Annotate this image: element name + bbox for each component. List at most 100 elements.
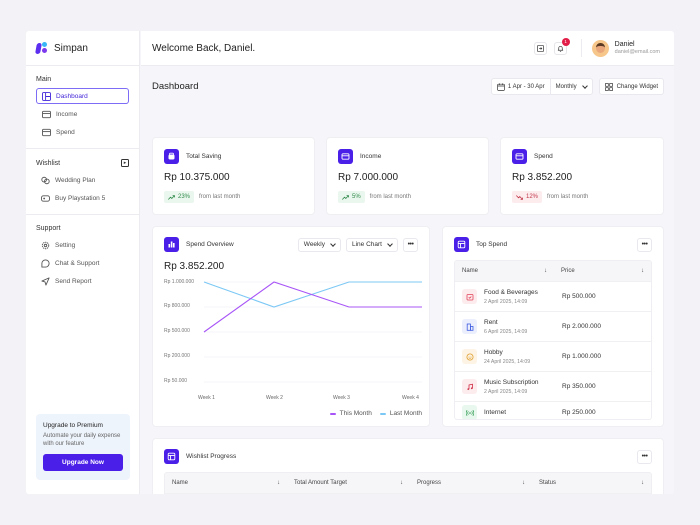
table-row[interactable]: Internet Rp 250.000 (455, 401, 651, 419)
rings-icon (41, 176, 50, 185)
user-info[interactable]: Daniel daniel@email.com (615, 41, 660, 55)
dashboard-toolbar: Dashboard 1 Apr - 30 Apr Monthly Change … (152, 78, 664, 95)
table-row[interactable]: Music Subscription 2 April 2025, 14:09 Rp… (455, 371, 651, 401)
y-tick: Rp 50.000 (164, 378, 188, 384)
add-wishlist-button[interactable]: ▸ (121, 159, 129, 167)
chart-type-dropdown[interactable]: Line Chart (346, 237, 398, 252)
spend-icon (512, 149, 527, 164)
top-spend-card: Top Spend ••• Name ↓ Price ↓ Food & Bevera… (442, 226, 664, 427)
item-name: Food & Beverages (484, 288, 538, 296)
period-value: Monthly (555, 83, 577, 90)
change-widget-button[interactable]: Change Widget (598, 78, 664, 95)
sidebar-item-buy-playstation[interactable]: Buy Playstation 5 (36, 190, 129, 206)
column-header-status[interactable]: Status ↓ (532, 480, 651, 486)
trend-note: from last month (547, 194, 589, 200)
spend-icon (42, 128, 51, 137)
table-header: Name ↓ Total Amount Target ↓ Progress ↓ Sta… (165, 473, 651, 493)
table-row[interactable]: Hobby 24 April 2025, 14:09 Rp 1.000.000 (455, 341, 651, 371)
send-icon (41, 276, 50, 286)
line-chart: Rp 1.000.000 Rp 800.000 Rp 500.000 Rp 20… (164, 279, 422, 419)
sidebar-section-support: Support Setting Chat & Support Send Repo… (26, 215, 139, 297)
column-header-name[interactable]: Name ↓ (455, 268, 554, 274)
divider (580, 39, 582, 57)
more-options-button[interactable]: ••• (403, 237, 418, 252)
legend-item-last-month[interactable]: Last Month (379, 410, 422, 417)
item-price: Rp 350.000 (562, 383, 596, 390)
notification-button[interactable]: 1 (553, 37, 570, 55)
dashboard-icon (42, 91, 51, 101)
stat-value: Rp 7.000.000 (338, 172, 399, 183)
spend-total: Rp 3.852.200 (164, 261, 225, 272)
x-tick: Week 1 (198, 395, 215, 401)
table-row[interactable]: Food & Beverages 2 April 2025, 14:09 Rp 5… (455, 281, 651, 311)
legend-label: This Month (339, 410, 372, 417)
x-tick: Week 4 (402, 395, 419, 401)
item-name: Hobby (484, 348, 503, 356)
sidebar-item-dashboard[interactable]: Dashboard (36, 88, 129, 104)
gamepad-icon (41, 194, 50, 203)
sidebar-item-income[interactable]: Income (36, 106, 129, 122)
column-header-target[interactable]: Total Amount Target ↓ (287, 480, 410, 486)
upgrade-now-button[interactable]: Upgrade Now (43, 453, 123, 471)
income-icon (338, 149, 353, 164)
premium-title: Upgrade to Premium (43, 422, 103, 429)
more-options-button[interactable]: ••• (637, 449, 652, 464)
period-dropdown[interactable]: Weekly (297, 237, 341, 252)
y-tick: Rp 800.000 (164, 303, 190, 309)
sidebar-item-send-report[interactable]: Send Report (36, 273, 129, 289)
sidebar-section-main: Main Dashboard Income Spend (26, 66, 139, 149)
item-date: 24 April 2025, 14:09 (484, 358, 531, 365)
main-content: Dashboard 1 Apr - 30 Apr Monthly Change … (152, 66, 664, 494)
dropdown-value: Weekly (303, 241, 325, 248)
user-email: daniel@email.com (614, 49, 660, 55)
sort-arrow-icon: ↓ (400, 480, 403, 486)
user-name: Daniel (614, 41, 635, 48)
y-tick: Rp 200.000 (164, 353, 190, 359)
sort-arrow-icon: ↓ (543, 268, 547, 274)
stat-card-income: Income Rp 7.000.000 5% from last month (326, 137, 489, 215)
sidebar-item-label: Dashboard (56, 92, 88, 100)
date-range-text: 1 Apr - 30 Apr (507, 83, 545, 90)
sidebar-item-setting[interactable]: Setting (36, 237, 129, 253)
calendar-icon (462, 289, 477, 304)
table-row[interactable]: Rent 6 April 2025, 14:09 Rp 2.000.000 (455, 311, 651, 341)
import-button[interactable] (533, 41, 547, 55)
chevron-down-icon (581, 82, 588, 89)
table-header: Name ↓ Price ↓ (455, 261, 651, 281)
sidebar-item-chat-support[interactable]: Chat & Support (36, 255, 129, 271)
section-title: Main (36, 76, 52, 83)
sidebar-item-spend[interactable]: Spend (36, 124, 129, 140)
legend-item-this-month[interactable]: This Month (329, 410, 372, 417)
period-dropdown[interactable]: Monthly (549, 79, 592, 94)
import-icon (536, 44, 544, 52)
calendar-icon (497, 82, 505, 91)
top-spend-table: Name ↓ Price ↓ Food & Beverages 2 April 202… (454, 260, 652, 420)
brand: Simpan (26, 31, 139, 66)
column-header-name[interactable]: Name ↓ (165, 480, 287, 486)
table-row[interactable]: Wedding PlanCreated at 31 December 2024 … (165, 493, 651, 494)
wishlist-table: Name ↓ Total Amount Target ↓ Progress ↓ Sta… (164, 472, 652, 494)
sidebar-item-label: Income (56, 110, 78, 118)
sidebar-item-label: Wedding Plan (55, 176, 96, 184)
column-header-price[interactable]: Price ↓ (554, 268, 651, 274)
y-tick: Rp 500.000 (164, 328, 190, 334)
item-date: 2 April 2025, 14:09 (484, 298, 528, 305)
trend-value: 23% (178, 194, 191, 200)
trend-note: from last month (199, 194, 241, 200)
chart-plot (203, 281, 422, 383)
section-title: Wishlist ▸ (26, 157, 139, 171)
item-price: Rp 500.000 (562, 293, 596, 300)
stat-value: Rp 3.852.200 (512, 172, 573, 183)
sidebar-item-wedding-plan[interactable]: Wedding Plan (36, 172, 129, 188)
chart-legend: This Month Last Month (322, 410, 422, 417)
legend-label: Last Month (389, 410, 422, 417)
piggy-bank-icon (164, 149, 179, 164)
more-options-button[interactable]: ••• (637, 237, 652, 252)
music-icon (462, 379, 477, 394)
section-title: Support (36, 225, 61, 232)
avatar[interactable] (591, 39, 609, 57)
item-name: Rent (484, 318, 498, 326)
date-range-picker[interactable]: 1 Apr - 30 Apr (492, 79, 550, 94)
stat-card-spend: Spend Rp 3.852.200 12% from last month (500, 137, 664, 215)
column-header-progress[interactable]: Progress ↓ (410, 480, 532, 486)
